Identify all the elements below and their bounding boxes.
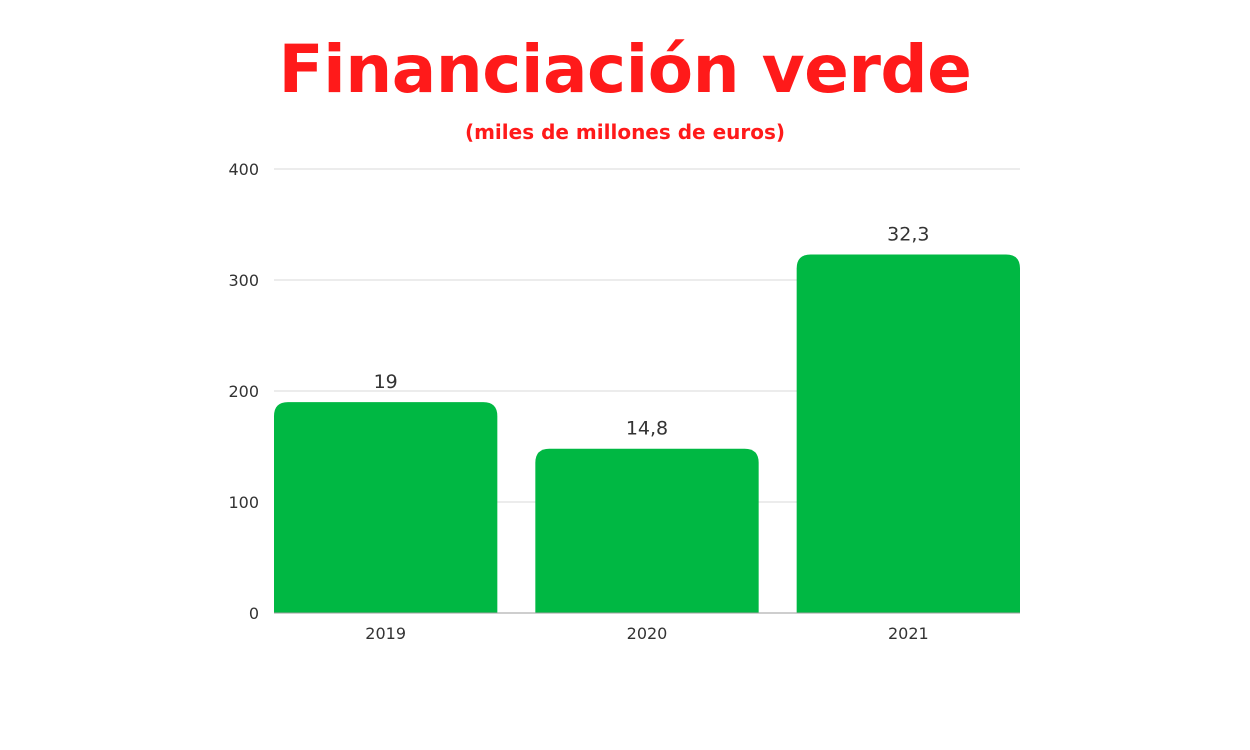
bar-2020 xyxy=(535,448,759,613)
x-tick-label-2021: 2021 xyxy=(888,624,929,643)
x-tick-label-2020: 2020 xyxy=(627,624,668,643)
data-label-2020: 14,8 xyxy=(626,418,668,440)
y-tick-label: 100 xyxy=(228,493,259,512)
y-tick-label: 300 xyxy=(228,271,259,290)
y-tick-label: 400 xyxy=(228,160,259,179)
bar-2019 xyxy=(274,402,498,613)
x-axis: 2019 2020 2021 xyxy=(365,624,928,643)
data-label-2021: 32,3 xyxy=(887,223,929,245)
y-tick-label: 200 xyxy=(228,382,259,401)
data-label-2019: 19 xyxy=(374,371,398,393)
bar-2021 xyxy=(796,254,1020,613)
bars xyxy=(274,254,1020,613)
data-labels: 19 14,8 32,3 xyxy=(374,223,930,439)
chart-subtitle: (miles de millones de euros) xyxy=(464,120,786,144)
y-tick-label: 0 xyxy=(249,604,259,623)
chart-title: Financiación verde xyxy=(278,31,972,108)
x-tick-label-2019: 2019 xyxy=(365,624,406,643)
y-axis: 0 100 200 300 400 xyxy=(228,160,259,623)
